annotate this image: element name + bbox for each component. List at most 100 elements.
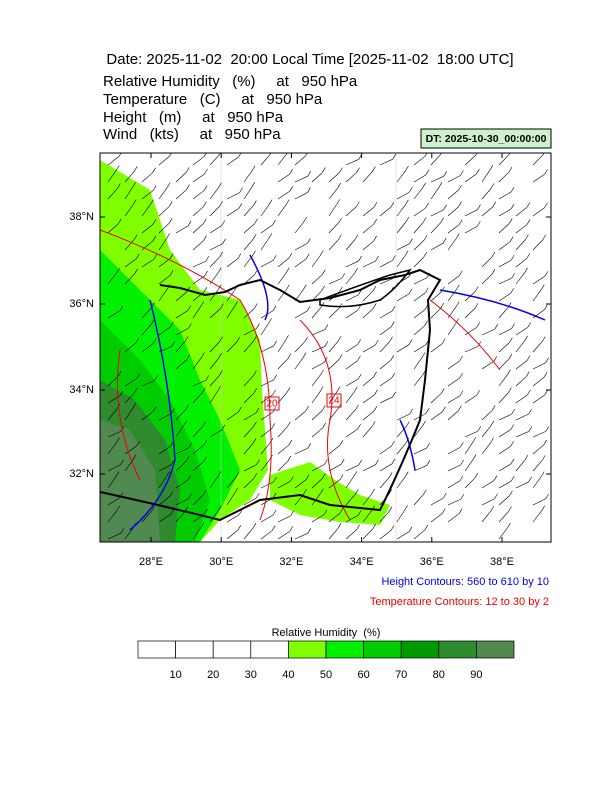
contour-label-box: [264, 396, 280, 411]
wind-barb: [256, 323, 260, 329]
wind-barb: [134, 387, 138, 393]
wind-barb: [277, 531, 290, 540]
wind-barb: [413, 344, 427, 353]
wind-barb: [132, 199, 137, 205]
wind-barb: [423, 235, 428, 241]
wind-barb: [209, 256, 220, 268]
wind-barb: [175, 409, 186, 421]
wind-barb: [171, 408, 175, 414]
colorbar-title: Relative Humidity (%): [272, 627, 381, 639]
wind-barb: [404, 250, 409, 256]
wind-barb: [362, 290, 374, 302]
wind-barb: [243, 528, 254, 540]
wind-barb: [515, 207, 528, 217]
wind-barb: [362, 410, 375, 421]
wind-barb: [226, 289, 236, 302]
wind-barb: [406, 421, 410, 427]
wind-barb: [328, 512, 341, 523]
wind-barb: [226, 411, 239, 421]
wind-barb: [152, 406, 157, 412]
wind-barb: [226, 258, 239, 268]
wind-barb: [175, 425, 184, 438]
wind-barb: [379, 206, 392, 217]
wind-barb: [338, 303, 343, 309]
wind-barb: [481, 170, 490, 183]
wind-barb: [192, 240, 204, 251]
wind-barb: [362, 394, 375, 404]
wind-barb: [472, 454, 477, 460]
wind-barb: [442, 492, 447, 499]
wind-barb: [243, 464, 257, 472]
wind-barb: [253, 421, 257, 427]
wind-barb: [422, 217, 427, 223]
wind-barb: [277, 204, 287, 217]
wind-barb: [141, 380, 155, 387]
wind-barb: [154, 375, 159, 381]
wind-barb: [447, 224, 460, 234]
wind-barb: [124, 392, 135, 404]
wind-barb: [541, 284, 545, 290]
wind-barb: [424, 524, 429, 531]
wind-barb: [152, 167, 156, 173]
wind-barb: [442, 406, 446, 412]
wind-barb: [192, 173, 205, 183]
wind-barb: [345, 378, 359, 387]
wind-barb: [441, 508, 446, 514]
wind-barb: [424, 320, 428, 326]
wind-barb: [455, 301, 460, 307]
wind-barb: [256, 459, 260, 465]
wind-barb: [372, 523, 376, 530]
wind-barb: [508, 353, 513, 360]
wind-barb: [443, 171, 448, 177]
wind-barb: [328, 341, 339, 353]
wind-barb: [135, 337, 139, 344]
wind-barb: [515, 224, 528, 234]
wind-barb: [217, 471, 222, 477]
wind-barb: [294, 243, 308, 251]
wind-barb: [285, 267, 290, 273]
wind-barb: [396, 426, 407, 438]
temperature-note: Temperature Contours: 12 to 30 by 2: [370, 596, 549, 608]
wind-barb: [362, 376, 374, 387]
wind-barb: [273, 476, 277, 483]
wind-barb: [238, 203, 243, 209]
wind-barb: [234, 488, 238, 494]
wind-barb: [430, 176, 444, 183]
wind-barb: [226, 493, 235, 506]
wind-barb: [405, 471, 409, 477]
wind-barb: [107, 223, 119, 234]
wind-barb: [226, 192, 240, 200]
wind-barb: [541, 336, 546, 342]
wind-barb: [345, 409, 356, 421]
wind-barb: [510, 475, 515, 482]
wind-barb: [362, 493, 372, 506]
wind-barb: [447, 289, 457, 302]
wind-barb: [311, 427, 323, 438]
wind-barb: [107, 310, 121, 319]
wind-barb: [220, 303, 224, 309]
wind-barb: [290, 510, 294, 516]
wind-barb: [328, 359, 340, 370]
wind-barb: [328, 222, 339, 234]
wind-barb: [515, 413, 529, 421]
wind-barb: [158, 275, 171, 285]
wind-barb: [287, 353, 291, 360]
wind-barb: [498, 392, 509, 404]
colorbar-label: 50: [320, 669, 332, 681]
colorbar-label: 60: [357, 669, 369, 681]
wind-barb: [285, 335, 289, 341]
wind-barb: [226, 156, 239, 166]
wind-barb: [271, 423, 276, 429]
wind-barb: [117, 183, 121, 189]
wind-barb: [124, 258, 137, 268]
wind-barb: [498, 446, 511, 455]
wind-barb: [447, 377, 460, 387]
wind-barb: [204, 168, 208, 175]
wind-barb: [532, 239, 543, 251]
wind-barb: [374, 339, 379, 346]
wind-barb: [277, 515, 291, 523]
wind-barb: [254, 269, 258, 275]
wind-barb: [430, 187, 440, 200]
wind-barb: [460, 442, 464, 448]
wind-barb: [166, 233, 171, 239]
